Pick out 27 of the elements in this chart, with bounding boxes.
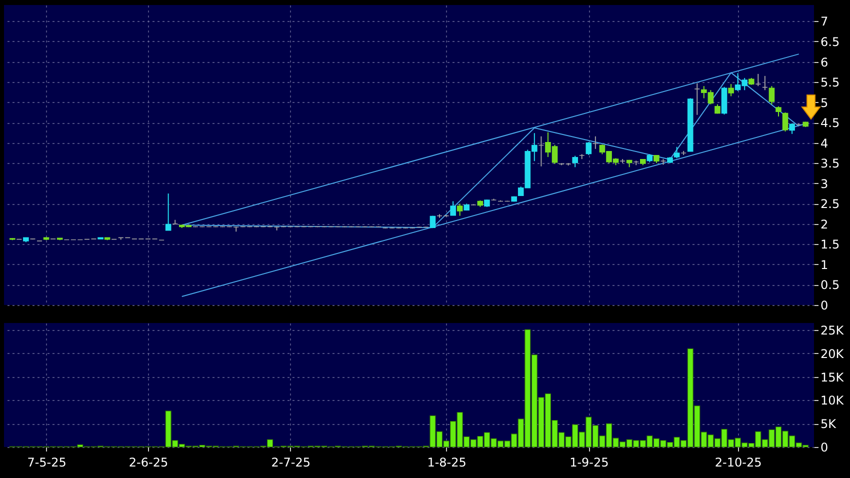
y-tick-label: 7 [820,14,828,29]
y-tick-label: 1 [820,258,828,272]
y-tick-label: 20K [820,346,845,361]
y-tick-label: 2 [820,217,828,232]
y-tick-label: 15K [820,370,845,384]
y-tick-label: 2.5 [820,197,840,212]
y-tick-label: 5K [820,417,838,432]
y-tick-label: 5.5 [820,76,840,90]
x-tick-label: 2-6-25 [128,456,168,470]
y-tick-label: 5 [820,96,828,110]
x-tick-label: 2-10-25 [714,456,762,470]
y-tick-label: 0.5 [820,278,840,292]
y-tick-label: 10K [820,394,845,408]
y-tick-label: 0 [820,440,828,454]
x-tick-label: 2-7-25 [271,456,310,470]
x-tick-label: 1-8-25 [427,456,466,470]
y-tick-label: 25K [820,324,845,338]
y-tick-label: 6 [820,55,828,70]
y-tick-label: 3 [820,176,828,191]
y-tick-label: 1.5 [820,238,840,252]
y-tick-label: 3.5 [820,156,840,171]
x-tick-label: 7-5-25 [27,456,66,470]
y-tick-label: 0 [820,298,828,312]
y-tick-label: 6.5 [820,34,840,49]
x-tick-label: 1-9-25 [570,456,609,470]
y-tick-label: 4.5 [820,116,840,130]
y-tick-label: 4 [820,136,828,150]
